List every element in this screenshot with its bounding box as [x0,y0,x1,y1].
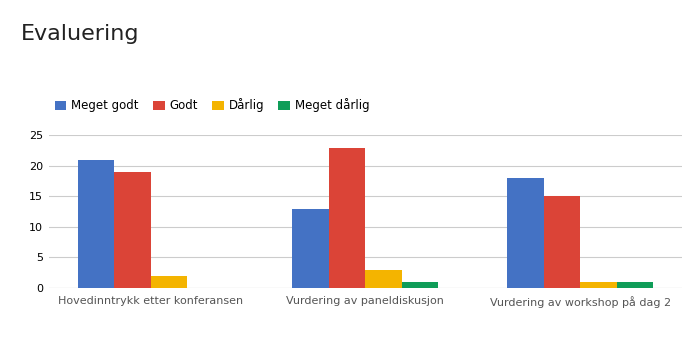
Bar [114,172,150,288]
Legend: Meget godt, Godt, Dårlig, Meget dårlig: Meget godt, Godt, Dårlig, Meget dårlig [54,99,370,112]
Bar [329,147,365,288]
Text: Evaluering: Evaluering [21,24,139,44]
Bar [507,178,544,288]
Bar [402,282,438,288]
Bar [77,160,114,288]
Bar [580,282,617,288]
Bar [292,209,329,288]
Bar [544,196,580,288]
Bar [365,270,402,288]
Bar [617,282,654,288]
Bar [150,276,187,288]
